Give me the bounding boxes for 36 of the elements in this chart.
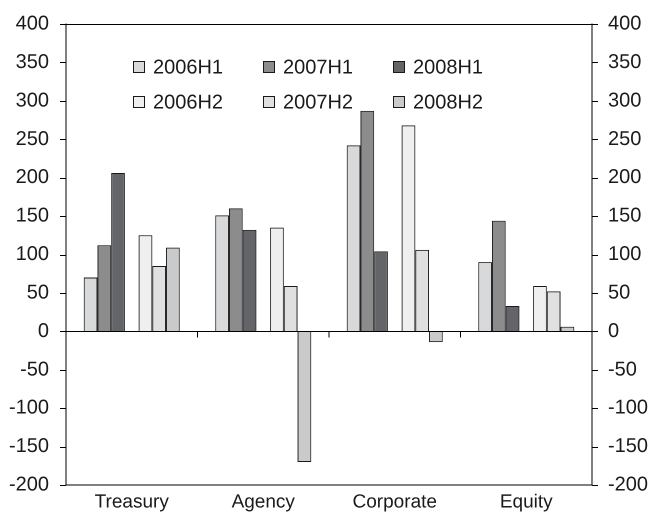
y-tick-label: 200 — [16, 166, 49, 188]
y-tick-label: 50 — [26, 281, 49, 304]
y-tick-label: -150 — [8, 435, 49, 458]
y-tick-label: -200 — [8, 474, 49, 496]
y2-tick-label: 300 — [608, 89, 642, 112]
y-tick-label: 100 — [16, 243, 49, 266]
y2-tick-label: -100 — [608, 396, 648, 419]
x-tick-label: Corporate — [352, 492, 437, 513]
y-tick-label: -100 — [8, 396, 49, 419]
y2-tick-label: -50 — [608, 358, 637, 380]
y-tick-label: 400 — [16, 12, 49, 35]
legend-label: 2006H2 — [153, 92, 224, 114]
x-tick-label: Treasury — [94, 492, 170, 513]
y2-tick-label: 400 — [608, 12, 642, 35]
legend-label: 2008H2 — [413, 92, 484, 114]
y2-tick-label: 250 — [608, 128, 642, 150]
y-tick-label: 150 — [16, 204, 49, 227]
y-tick-label: -50 — [20, 358, 49, 380]
legend-label: 2007H1 — [283, 56, 354, 79]
legend-label: 2008H1 — [413, 56, 484, 79]
y2-tick-label: -150 — [608, 435, 648, 458]
x-tick-label: Agency — [232, 492, 296, 513]
y-tick-label: 250 — [16, 128, 49, 150]
y-tick-label: 350 — [16, 50, 49, 73]
y2-tick-label: 150 — [608, 204, 642, 227]
y2-tick-label: 200 — [608, 166, 642, 188]
y2-tick-label: 50 — [608, 281, 630, 304]
legend-label: 2006H1 — [153, 56, 224, 79]
y2-tick-label: 0 — [608, 320, 620, 342]
y-tick-label: 0 — [38, 320, 49, 342]
y-tick-label: 300 — [16, 89, 49, 112]
legend-label: 2007H2 — [283, 92, 354, 114]
y2-tick-label: -200 — [608, 474, 648, 496]
y2-tick-label: 350 — [608, 50, 642, 73]
y2-tick-label: 100 — [608, 243, 642, 266]
x-tick-label: Equity — [500, 492, 554, 513]
